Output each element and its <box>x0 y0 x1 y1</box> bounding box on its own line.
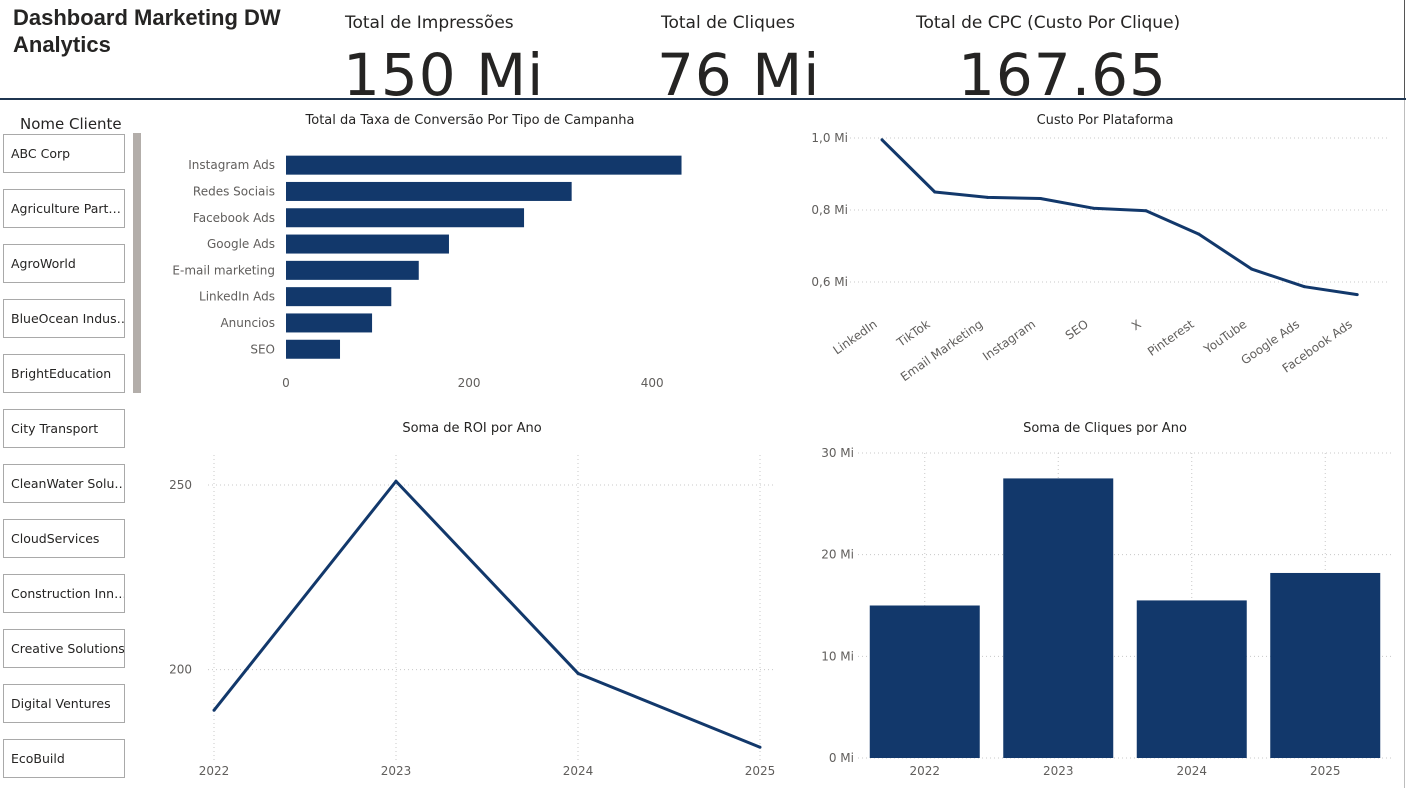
kpi-impressions-value: 150 Mi <box>343 41 545 109</box>
x-tick-label: Instagram <box>980 317 1038 363</box>
slicer-item[interactable]: CleanWater Solu… <box>3 464 125 503</box>
bar-linkedin-ads <box>286 287 392 307</box>
y-tick-label: 0,8 Mi <box>811 203 848 217</box>
header-divider <box>0 98 1406 100</box>
y-tick-label: 0,6 Mi <box>811 275 848 289</box>
x-tick-label: 2022 <box>199 764 230 778</box>
kpi-clicks-value: 76 Mi <box>657 41 821 109</box>
category-label: Anuncios <box>220 316 275 330</box>
kpi-cpc-value: 167.65 <box>958 41 1167 109</box>
x-tick-label: TikTok <box>894 317 933 350</box>
x-tick-label: SEO <box>1063 317 1091 343</box>
x-tick-label: 2024 <box>1176 764 1207 778</box>
bar-anuncios <box>286 313 373 333</box>
bar-e-mail-marketing <box>286 260 419 280</box>
bar-google-ads <box>286 234 449 254</box>
y-tick-label: 200 <box>169 663 192 677</box>
category-label: SEO <box>250 342 275 356</box>
x-tick-label: 2025 <box>745 764 776 778</box>
roi-point <box>394 479 398 483</box>
slicer-item[interactable]: CloudServices <box>3 519 125 558</box>
bar-2024 <box>1136 600 1247 758</box>
roi-point <box>576 671 580 675</box>
cost-point <box>933 190 937 194</box>
cost-point <box>1355 293 1359 297</box>
cost-point <box>1302 285 1306 289</box>
y-tick-label: 1,0 Mi <box>811 131 848 145</box>
category-label: Instagram Ads <box>188 158 275 172</box>
clicks-bar-chart: 0 Mi 10 Mi 20 Mi 30 Mi 2022 2023 2024 2025 <box>821 446 1392 778</box>
category-label: E-mail marketing <box>172 263 275 277</box>
conversion-chart-title: Total da Taxa de Conversão Por Tipo de C… <box>305 113 635 128</box>
cost-point <box>1091 206 1095 210</box>
slicer-title: Nome Cliente <box>20 115 122 133</box>
right-border <box>1404 0 1405 98</box>
x-tick-label: 0 <box>282 376 290 390</box>
bar-seo <box>286 339 341 359</box>
cost-point <box>1197 232 1201 236</box>
y-tick-label: 30 Mi <box>821 446 854 460</box>
slicer-item[interactable]: Agriculture Part… <box>3 189 125 228</box>
slicer-item[interactable]: EcoBuild <box>3 739 125 778</box>
clicks-chart-title: Soma de Cliques por Ano <box>1023 421 1187 436</box>
x-tick-label: 2023 <box>1043 764 1074 778</box>
bar-2025 <box>1270 572 1381 758</box>
slicer-item[interactable]: BrightEducation <box>3 354 125 393</box>
roi-chart-title: Soma de ROI por Ano <box>402 421 542 436</box>
x-tick-label: 400 <box>641 376 664 390</box>
x-tick-label: LinkedIn <box>830 317 879 357</box>
bar-2022 <box>869 605 980 758</box>
slicer-item[interactable]: Creative Solutions <box>3 629 125 668</box>
dashboard-title: Dashboard Marketing DW Analytics <box>13 5 281 57</box>
x-tick-label: Pinterest <box>1145 317 1197 359</box>
bar-facebook-ads <box>286 208 525 228</box>
x-tick-label: 2025 <box>1310 764 1341 778</box>
cost-point <box>1038 196 1042 200</box>
conversion-bar-chart: Instagram Ads Redes Sociais Facebook Ads Go… <box>172 155 682 390</box>
cost-chart-title: Custo Por Plataforma <box>1036 113 1174 128</box>
cost-line <box>880 138 1358 297</box>
slicer-item[interactable]: BlueOcean Indus… <box>3 299 125 338</box>
cost-point <box>1144 209 1148 213</box>
x-tick-label: 2022 <box>909 764 940 778</box>
x-tick-label: X <box>1129 317 1144 333</box>
kpi-impressions-label: Total de Impressões <box>345 13 514 33</box>
roi-point <box>758 745 762 749</box>
slicer-item[interactable]: ABC Corp <box>3 134 125 173</box>
category-label: Google Ads <box>207 237 275 251</box>
category-label: LinkedIn Ads <box>199 290 275 304</box>
cost-point <box>880 138 884 142</box>
kpi-cpc-label: Total de CPC (Custo Por Clique) <box>916 13 1181 33</box>
x-tick-label: 2024 <box>563 764 594 778</box>
x-tick-label: YouTube <box>1200 317 1249 357</box>
slicer-item[interactable]: City Transport <box>3 409 125 448</box>
y-tick-label: 250 <box>169 478 192 492</box>
y-tick-label: 20 Mi <box>821 548 854 562</box>
right-border-lower <box>1404 100 1405 788</box>
slicer-scrollbar[interactable] <box>133 133 141 393</box>
roi-line-chart: 200 250 2022 2023 2024 2025 <box>169 455 776 778</box>
kpi-clicks-label: Total de Cliques <box>661 13 795 33</box>
slicer-item[interactable]: Construction Inn… <box>3 574 125 613</box>
cost-point <box>986 195 990 199</box>
roi-line <box>212 479 761 749</box>
x-tick-label: 2023 <box>381 764 412 778</box>
category-label: Redes Sociais <box>193 184 275 198</box>
bar-instagram-ads <box>286 155 682 175</box>
roi-point <box>212 708 216 712</box>
category-label: Facebook Ads <box>193 211 275 225</box>
y-tick-label: 0 Mi <box>829 751 854 765</box>
cost-point <box>1250 267 1254 271</box>
y-tick-label: 10 Mi <box>821 649 854 663</box>
x-tick-label: 200 <box>458 376 481 390</box>
bar-redes-sociais <box>286 181 572 201</box>
slicer-item[interactable]: Digital Ventures <box>3 684 125 723</box>
slicer-item[interactable]: AgroWorld <box>3 244 125 283</box>
bar-2023 <box>1003 478 1114 758</box>
